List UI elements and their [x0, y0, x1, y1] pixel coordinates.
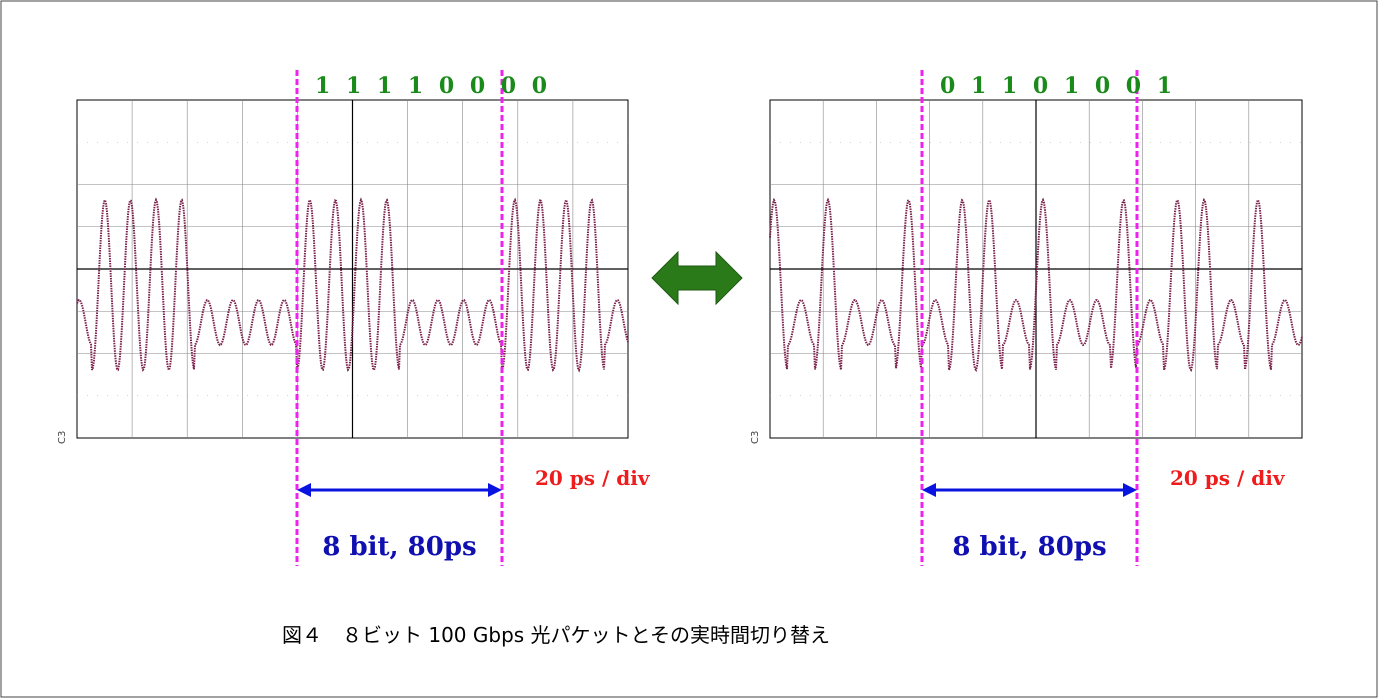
- time-scale: 20 ps / div: [535, 466, 651, 490]
- figure: 図４ ８ビット 100 Gbps 光パケットとその実時間切り替え C3 1 1 1…: [0, 0, 1378, 698]
- time-scale: 20 ps / div: [1170, 466, 1286, 490]
- bit-pattern: 0 1 1 0 1 0 0 1: [940, 73, 1176, 99]
- bit-pattern: 1 1 1 1 0 0 0 0: [315, 73, 551, 99]
- caption: 図４ ８ビット 100 Gbps 光パケットとその実時間切り替え: [282, 623, 830, 647]
- channel-label: C3: [750, 431, 761, 444]
- span-label: 8 bit, 80ps: [322, 532, 476, 562]
- channel-label: C3: [57, 431, 68, 444]
- span-label: 8 bit, 80ps: [952, 532, 1106, 562]
